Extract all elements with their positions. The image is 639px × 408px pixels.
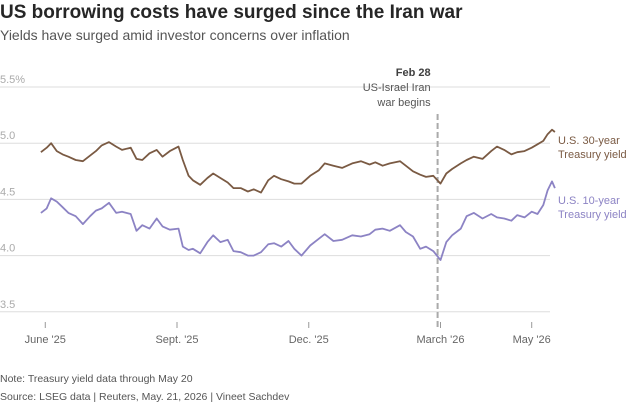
x-tick-label: Sept. '25 [155, 334, 198, 346]
event-label-line1: US-Israel Iran [363, 82, 431, 94]
series-label-line1: U.S. 30-year [558, 135, 620, 147]
chart-subtitle: Yields have surged amid investor concern… [0, 27, 350, 43]
footnote: Note: Treasury yield data through May 20 [0, 373, 193, 385]
event-label-line2: war begins [376, 97, 431, 109]
grid-lines [0, 86, 550, 313]
y-tick-label: 4.0 [0, 243, 15, 255]
series-line-10-year [40, 180, 556, 261]
source-credit: Source: LSEG data | Reuters, May. 21, 20… [0, 391, 290, 403]
chart-title: US borrowing costs have surged since the… [0, 2, 463, 23]
series-label-line2: Treasury yield [558, 209, 627, 221]
series-label-line2: Treasury yield [558, 149, 627, 161]
y-tick-label: 4.5 [0, 186, 15, 198]
line-chart: 5.5% 5.0 4.5 4.0 3.5 June '25 Sept. '25 Dec. '… [0, 67, 627, 346]
x-axis-ticks: June '25 Sept. '25 Dec. '25 March '26 May '2… [25, 322, 551, 346]
y-tick-label: 5.5% [0, 74, 25, 86]
series-lines [40, 128, 556, 261]
x-tick-label: May '26 [513, 334, 551, 346]
series-line-30-year [40, 128, 556, 194]
x-tick-label: March '26 [417, 334, 465, 346]
x-tick-label: Dec. '25 [289, 334, 329, 346]
y-tick-label: 3.5 [0, 299, 15, 311]
y-tick-label: 5.0 [0, 130, 15, 142]
series-labels: U.S. 30-year Treasury yield U.S. 10-year Tr… [558, 135, 627, 221]
event-annotation: Feb 28 US-Israel Iran war begins [363, 67, 439, 328]
series-label-line1: U.S. 10-year [558, 195, 620, 207]
y-axis-ticks: 5.5% 5.0 4.5 4.0 3.5 [0, 74, 25, 311]
x-tick-label: June '25 [25, 334, 66, 346]
event-date-label: Feb 28 [396, 67, 431, 79]
